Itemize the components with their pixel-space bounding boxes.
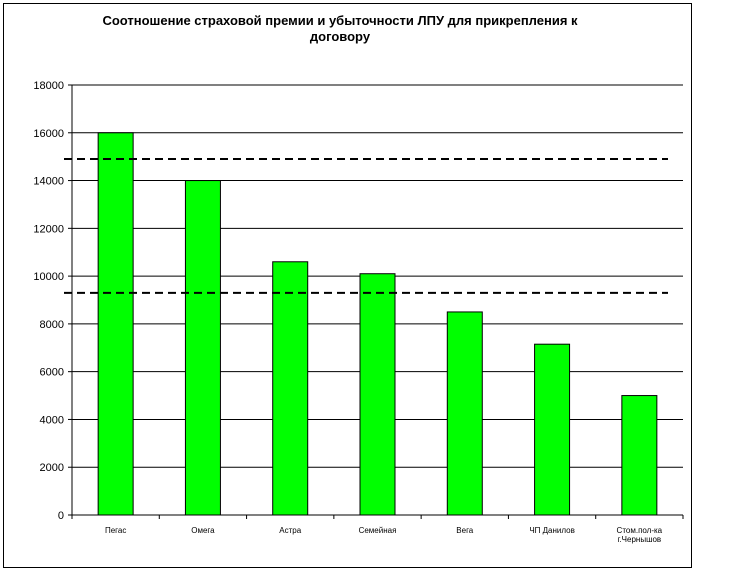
bar xyxy=(621,395,658,516)
y-tick-label: 14000 xyxy=(33,176,64,188)
x-tick-label: Стом.пол-ка г.Чернышов xyxy=(617,526,663,544)
y-tick-label: 6000 xyxy=(40,367,64,379)
axes xyxy=(71,85,683,516)
x-tick-label-line: ЧП Данилов xyxy=(529,526,575,535)
x-tick-label-line: Пегас xyxy=(105,526,126,535)
bar xyxy=(359,273,396,516)
y-tick-label: 18000 xyxy=(33,80,64,92)
chart-title: Соотношение страховой премии и убыточнос… xyxy=(102,13,578,44)
y-tick-label: 10000 xyxy=(33,271,64,283)
y-tick-label: 16000 xyxy=(33,128,64,140)
bar xyxy=(446,311,483,516)
y-tick-labels: 0 2000 4000 6000 8000 10000 12000 14000 16000 180… xyxy=(33,80,64,522)
reference-lines xyxy=(64,158,668,294)
y-tick-label: 0 xyxy=(58,510,64,522)
x-tick-label-line: Омега xyxy=(191,526,215,535)
bar xyxy=(184,180,221,516)
y-tick-label: 2000 xyxy=(40,462,64,474)
x-tick-label: Семейная xyxy=(359,526,397,535)
x-tick-label-line: Стом.пол-ка xyxy=(617,526,663,535)
x-tick-label-line: Семейная xyxy=(359,526,397,535)
x-tick-label: Вега xyxy=(456,526,474,535)
bar xyxy=(97,132,134,516)
x-tick-labels: Пегас Омега Астра Семейная Вега ЧП Данилов Сто… xyxy=(105,526,663,544)
x-tick-label-line: г.Чернышов xyxy=(618,535,662,544)
x-tick-label: ЧП Данилов xyxy=(529,526,575,535)
x-tick-label: Омега xyxy=(191,526,215,535)
y-tick-label: 12000 xyxy=(33,223,64,235)
bar xyxy=(534,343,571,516)
x-tick-label-line: Астра xyxy=(279,526,301,535)
y-tick-label: 8000 xyxy=(40,319,64,331)
bars xyxy=(97,132,658,516)
x-tick-label: Астра xyxy=(279,526,301,535)
x-tick-label-line: Вега xyxy=(456,526,474,535)
y-tick-label: 4000 xyxy=(40,414,64,426)
x-tick-label: Пегас xyxy=(105,526,126,535)
bar xyxy=(272,261,309,516)
